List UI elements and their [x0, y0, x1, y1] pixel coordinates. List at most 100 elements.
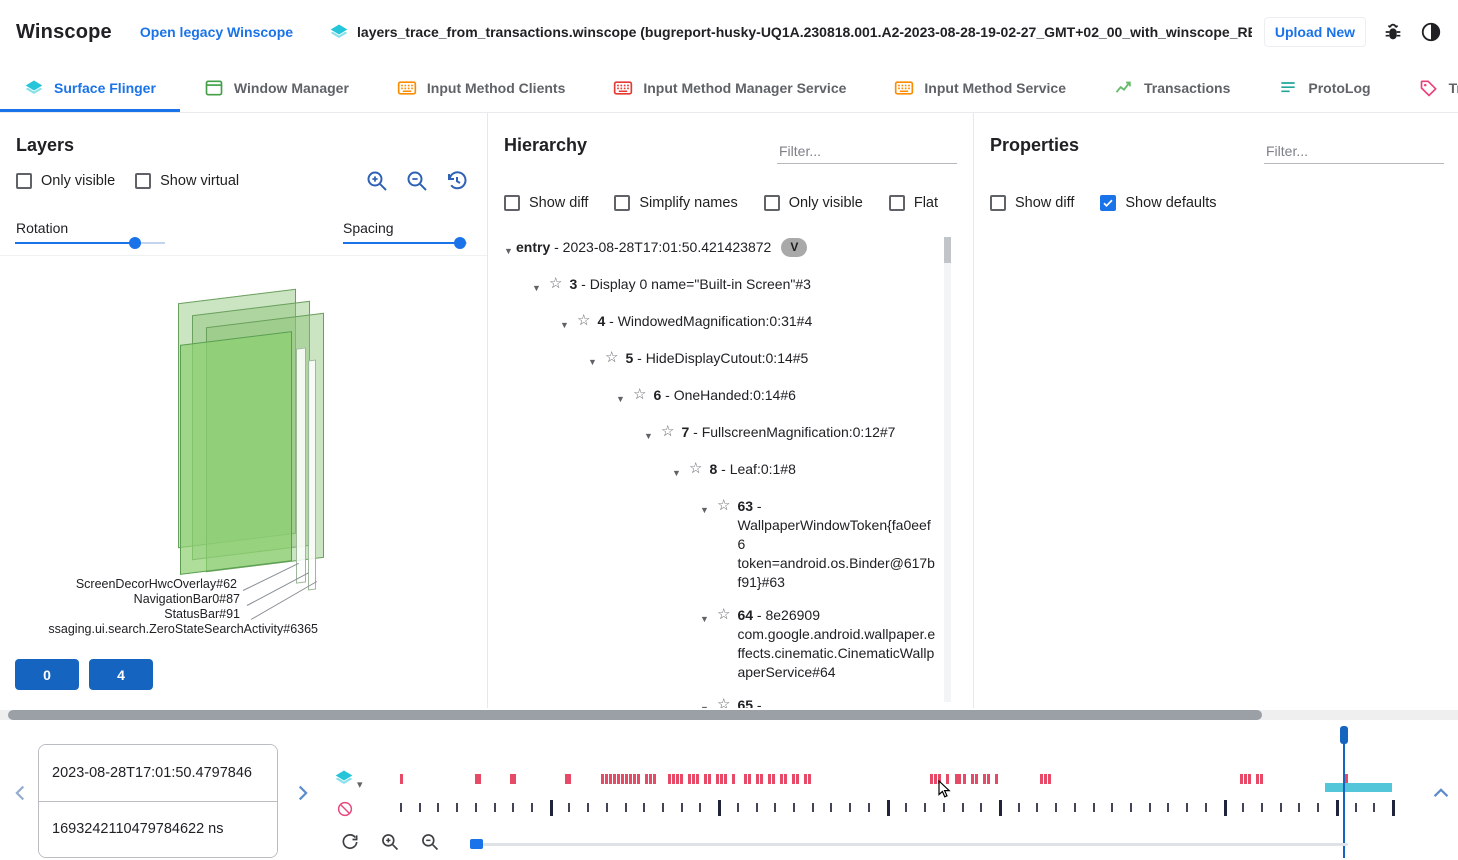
tree-node-label: 65 - com.google.android.wallpaper.effect… [737, 697, 762, 708]
tree-node-label: 5 - HideDisplayCutout:0:14#5 [625, 350, 809, 366]
pin-star-icon[interactable]: ☆ [605, 349, 619, 366]
sf-event-tick [707, 774, 711, 784]
hierarchy-filter-input[interactable] [777, 139, 957, 164]
tab-input-method-service[interactable]: Input Method Service [870, 64, 1090, 112]
expand-arrow-icon[interactable]: ▼ [700, 505, 709, 515]
checkbox-only-visible[interactable]: Only visible [763, 195, 863, 211]
checkbox-show-diff[interactable]: Show diff [504, 195, 588, 211]
tab-protolog[interactable]: ProtoLog [1254, 64, 1394, 112]
tree-node-5[interactable]: ▼ ☆ 5 - HideDisplayCutout:0:14#5 [488, 342, 965, 379]
expand-arrow-icon[interactable]: ▼ [560, 320, 569, 330]
pin-star-icon[interactable]: ☆ [717, 606, 731, 623]
zoom-in-icon[interactable] [365, 169, 389, 193]
timestamp-human-input[interactable] [39, 745, 277, 801]
sf-event-tick [671, 774, 675, 784]
transaction-event-tick [1242, 803, 1245, 812]
tab-window-manager[interactable]: Window Manager [180, 64, 373, 112]
checkbox-simplify-names[interactable]: Simplify names [614, 195, 738, 211]
expand-arrow-icon[interactable]: ▼ [644, 431, 653, 441]
tab-transitions[interactable]: Transitions [1395, 64, 1458, 112]
tree-node-entry[interactable]: ▼ entry - 2023-08-28T17:01:50.421423872 V [488, 231, 965, 268]
expand-arrow-icon[interactable]: ▼ [700, 614, 709, 624]
reset-zoom-icon[interactable] [340, 832, 360, 852]
checkbox-only-visible[interactable]: Only visible [16, 173, 115, 189]
expand-arrow-icon[interactable]: ▼ [616, 394, 625, 404]
layers-panel-title: Layers [16, 135, 75, 155]
tree-node-4[interactable]: ▼ ☆ 4 - WindowedMagnification:0:31#4 [488, 305, 965, 342]
layer-rect-highlighted[interactable] [180, 331, 292, 575]
bug-report-icon[interactable] [1382, 21, 1404, 43]
hierarchy-scrollbar[interactable] [944, 237, 951, 702]
reset-view-icon[interactable] [445, 169, 469, 193]
trace-dropdown-caret[interactable]: ▾ [357, 779, 363, 791]
surface-flinger-tick-track[interactable] [400, 772, 1392, 786]
timeline-cursor-handle[interactable] [1340, 726, 1349, 744]
sf-event-tick [732, 774, 736, 784]
pin-star-icon[interactable]: ☆ [633, 386, 647, 403]
pin-star-icon[interactable]: ☆ [717, 497, 731, 514]
tab-label: Input Method Manager Service [643, 80, 847, 96]
transactions-trace-icon[interactable] [336, 800, 354, 818]
upload-new-button[interactable]: Upload New [1263, 17, 1366, 47]
expand-arrow-icon[interactable]: ▼ [588, 357, 597, 367]
previous-entry-button[interactable] [10, 782, 32, 804]
zoom-out-icon[interactable] [405, 169, 429, 193]
pin-star-icon[interactable]: ☆ [689, 460, 703, 477]
slider-thumb[interactable] [470, 839, 483, 849]
timeline-zoom-in-icon[interactable] [380, 832, 400, 852]
sf-event-tick [625, 774, 629, 784]
checkbox-show-virtual[interactable]: Show virtual [135, 173, 239, 189]
tree-node-63[interactable]: ▼ ☆ 63 - WallpaperWindowToken{fa0eef6 toke… [488, 490, 965, 599]
tree-node-3[interactable]: ▼ ☆ 3 - Display 0 name="Built-in Screen"#3 [488, 268, 965, 305]
pin-star-icon[interactable]: ☆ [661, 423, 675, 440]
transaction-event-tick [924, 803, 927, 812]
transaction-event-tick [1260, 803, 1263, 812]
layer-strip[interactable] [296, 347, 306, 584]
surface-flinger-trace-icon[interactable] [334, 768, 354, 788]
timeline-cursor-line[interactable] [1343, 726, 1346, 858]
rotation-slider[interactable] [15, 235, 165, 251]
scrollbar-thumb[interactable] [944, 237, 951, 263]
tree-node-65[interactable]: ▼ ☆ 65 - com.google.android.wallpaper.effe… [488, 689, 965, 708]
transactions-tick-track[interactable] [400, 800, 1395, 816]
timeline-zoom-out-icon[interactable] [420, 832, 440, 852]
tree-node-6[interactable]: ▼ ☆ 6 - OneHanded:0:14#6 [488, 379, 965, 416]
tab-input-method-manager-service[interactable]: Input Method Manager Service [589, 64, 870, 112]
tree-node-8[interactable]: ▼ ☆ 8 - Leaf:0:1#8 [488, 453, 965, 490]
trend-icon [1114, 78, 1134, 98]
rotation-slider-thumb[interactable] [129, 237, 141, 249]
transaction-event-tick [980, 803, 983, 812]
pin-star-icon[interactable]: ☆ [717, 696, 731, 708]
main-horizontal-scrollbar[interactable] [0, 710, 1458, 720]
tree-node-7[interactable]: ▼ ☆ 7 - FullscreenMagnification:0:12#7 [488, 416, 965, 453]
checkbox-flat[interactable]: Flat [888, 195, 939, 211]
pin-star-icon[interactable]: ☆ [577, 312, 591, 329]
expand-arrow-icon[interactable]: ▼ [532, 283, 541, 293]
spacing-slider-thumb[interactable] [453, 237, 466, 249]
display-button-0[interactable]: 0 [15, 659, 79, 690]
collapse-timeline-button[interactable] [1430, 782, 1452, 804]
timeline-pan-slider[interactable] [470, 838, 1348, 850]
checkbox-label: Flat [913, 195, 939, 211]
scrollbar-thumb[interactable] [8, 710, 1262, 720]
tab-input-method-clients[interactable]: Input Method Clients [373, 64, 589, 112]
tree-node-64[interactable]: ▼ ☆ 64 - 8e26909 com.google.android.wallpa… [488, 599, 965, 689]
transaction-event-tick [456, 803, 459, 812]
layer-strip[interactable] [308, 359, 316, 591]
dark-mode-toggle-icon[interactable] [1420, 21, 1442, 43]
open-legacy-winscope-link[interactable]: Open legacy Winscope [139, 24, 294, 40]
display-button-4[interactable]: 4 [89, 659, 153, 690]
timestamp-ns-input[interactable] [39, 801, 277, 857]
spacing-slider[interactable] [343, 235, 467, 251]
expand-arrow-icon[interactable]: ▼ [700, 700, 712, 708]
sf-event-tick [756, 774, 760, 784]
expand-arrow-icon[interactable]: ▼ [672, 468, 681, 478]
pin-star-icon[interactable]: ☆ [549, 275, 563, 292]
checkbox-show-defaults[interactable]: Show defaults [1100, 195, 1216, 211]
tab-surface-flinger[interactable]: Surface Flinger [0, 64, 180, 112]
checkbox-show-diff[interactable]: Show diff [990, 195, 1074, 211]
expand-arrow-icon[interactable]: ▼ [504, 246, 513, 256]
properties-filter-input[interactable] [1264, 139, 1444, 164]
tab-transactions[interactable]: Transactions [1090, 64, 1254, 112]
next-entry-button[interactable] [291, 782, 313, 804]
